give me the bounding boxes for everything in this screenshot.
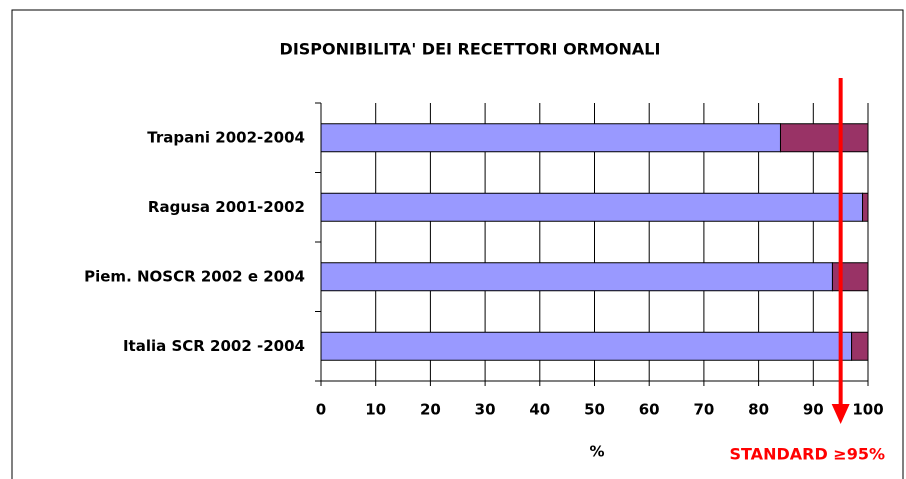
bar-segment <box>320 331 853 361</box>
bar-segment <box>831 262 869 292</box>
y-tick-label: Italia SCR 2002 -2004 <box>123 337 305 355</box>
x-tick-label: 50 <box>584 401 605 419</box>
x-axis-label: % <box>589 443 604 461</box>
x-tick-label: 100 <box>852 401 883 419</box>
bar-segment <box>779 123 869 153</box>
chart-title: DISPONIBILITA' DEI RECETTORI ORMONALI <box>280 40 661 59</box>
x-tick-label: 30 <box>475 401 496 419</box>
bar-segment <box>862 192 869 222</box>
bar-segment <box>320 123 781 153</box>
standard-label: STANDARD ≥95% <box>729 445 885 464</box>
bar-segment <box>851 331 869 361</box>
x-tick-label: 80 <box>748 401 769 419</box>
x-tick-label: 90 <box>803 401 824 419</box>
x-tick-label: 40 <box>529 401 550 419</box>
chart-frame <box>11 9 904 479</box>
bar-segment <box>320 262 833 292</box>
bar-segment <box>320 192 864 222</box>
y-tick-label: Piem. NOSCR 2002 e 2004 <box>84 267 305 285</box>
x-tick-label: 0 <box>316 401 326 419</box>
y-tick-label: Trapani 2002-2004 <box>147 128 305 146</box>
y-tick-label: Ragusa 2001-2002 <box>148 198 305 216</box>
x-tick-label: 20 <box>420 401 441 419</box>
x-tick-label: 70 <box>693 401 714 419</box>
x-tick-label: 60 <box>639 401 660 419</box>
standard-arrow-head <box>831 404 850 424</box>
x-tick-label: 10 <box>365 401 386 419</box>
